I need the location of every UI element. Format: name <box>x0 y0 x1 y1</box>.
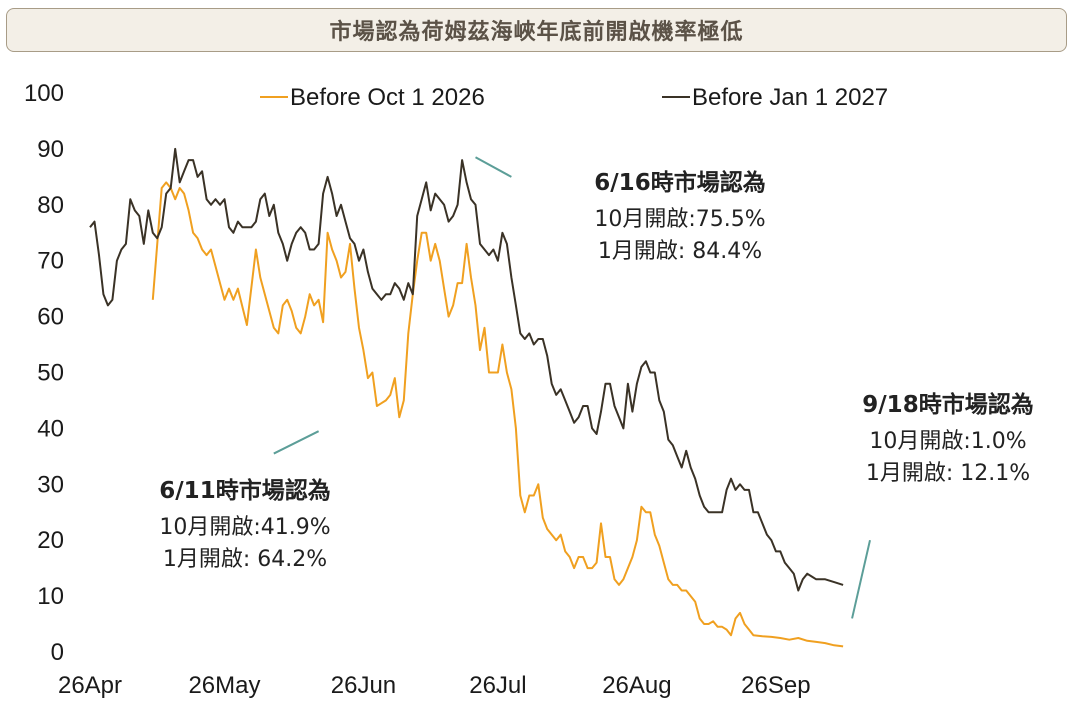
y-tick-label: 30 <box>37 471 64 498</box>
y-tick-label: 70 <box>37 248 64 275</box>
chart-title: 市場認為荷姆茲海峽年底前開啟機率極低 <box>6 8 1067 52</box>
annotation-line: 1月開啟: 84.4% <box>598 239 762 264</box>
annotation-line: 1月開啟: 64.2% <box>163 547 327 572</box>
y-tick-label: 80 <box>37 192 64 219</box>
annotation-line: 10月開啟:75.5% <box>594 207 765 232</box>
x-tick-label: 26Jul <box>469 672 526 699</box>
x-tick-label: 26May <box>188 672 260 699</box>
x-tick-label: 26Sep <box>741 672 810 699</box>
annotation-line: 10月開啟:41.9% <box>159 515 330 540</box>
legend: Before Oct 1 2026 Before Jan 1 2027 <box>260 84 888 111</box>
series-layer <box>89 147 844 648</box>
legend-label: Before Oct 1 2026 <box>290 84 485 111</box>
annotation-leader-line <box>273 430 320 455</box>
y-tick-label: 100 <box>24 80 64 107</box>
y-tick-label: 50 <box>37 360 64 387</box>
annotation-heading: 6/11時市場認為 <box>159 477 330 504</box>
y-tick-label: 20 <box>37 527 64 554</box>
annotation-heading: 6/16時市場認為 <box>594 169 765 196</box>
x-tick-label: 26Jun <box>331 672 396 699</box>
series-line-before-jan-1-2027 <box>89 147 844 592</box>
x-axis: 26Apr 26May 26Jun 26Jul 26Aug 26Sep <box>58 672 811 699</box>
y-tick-label: 40 <box>37 415 64 442</box>
annotation-heading: 9/18時市場認為 <box>862 391 1033 418</box>
annotation-leader-line <box>475 156 512 178</box>
legend-label: Before Jan 1 2027 <box>692 84 888 111</box>
annotation-line: 10月開啟:1.0% <box>869 429 1026 454</box>
series-line-before-oct-1-2026 <box>151 181 844 648</box>
y-axis: 0 10 20 30 40 50 60 70 80 90 100 <box>24 80 64 666</box>
annotations: 6/16時市場認為 10月開啟:75.5% 1月開啟: 84.4% 6/11時市場認為… <box>159 156 1034 619</box>
y-tick-label: 90 <box>37 136 64 163</box>
x-tick-label: 26Apr <box>58 672 122 699</box>
y-tick-label: 10 <box>37 583 64 610</box>
annotation-line: 1月開啟: 12.1% <box>866 461 1030 486</box>
y-tick-label: 0 <box>51 639 64 666</box>
x-tick-label: 26Aug <box>602 672 671 699</box>
annotation-leader-line <box>851 539 871 619</box>
y-tick-label: 60 <box>37 304 64 331</box>
